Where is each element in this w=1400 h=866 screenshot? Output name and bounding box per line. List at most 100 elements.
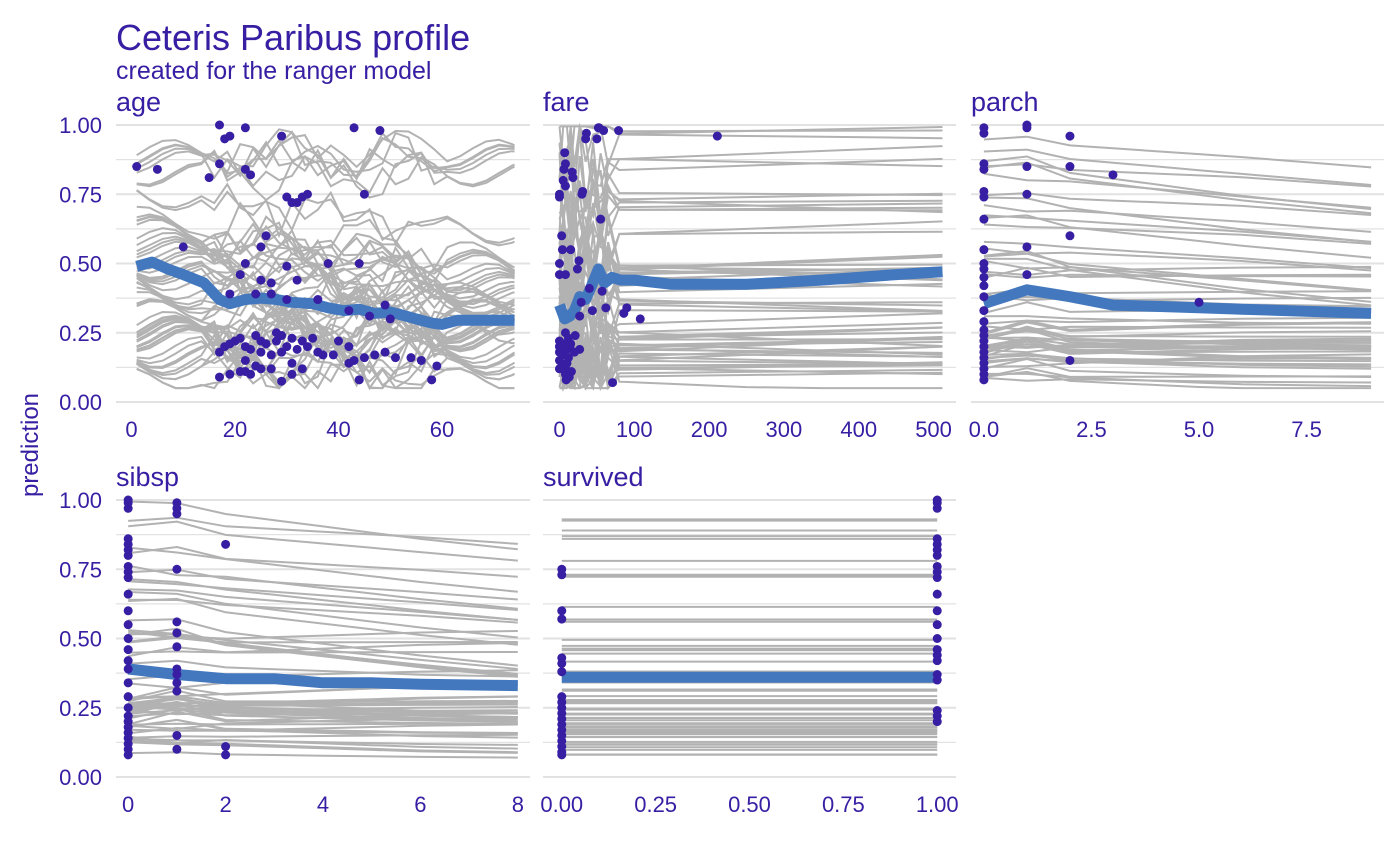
observation-point bbox=[1022, 162, 1032, 172]
profile-line bbox=[128, 699, 518, 705]
observation-point bbox=[979, 306, 989, 316]
profile-line bbox=[558, 153, 943, 234]
observation-point bbox=[557, 658, 567, 668]
observation-point bbox=[576, 297, 586, 307]
observation-point bbox=[256, 242, 266, 252]
profile-line bbox=[128, 591, 518, 639]
profile-line bbox=[128, 516, 518, 545]
profile-line bbox=[558, 229, 943, 321]
profile-line bbox=[128, 520, 518, 562]
observation-point bbox=[282, 342, 292, 352]
mean-profile-line bbox=[135, 256, 515, 330]
profile-line bbox=[983, 148, 1372, 186]
observation-point bbox=[302, 189, 312, 199]
profile-line bbox=[136, 276, 515, 330]
profile-line bbox=[983, 204, 1372, 233]
observation-point bbox=[554, 355, 564, 365]
observation-point bbox=[123, 620, 133, 630]
observation-point bbox=[560, 159, 570, 169]
profile-line bbox=[558, 302, 943, 392]
profile-line bbox=[136, 227, 516, 289]
observation-point bbox=[282, 261, 292, 271]
profile-line bbox=[983, 352, 1372, 368]
profile-line bbox=[136, 149, 515, 194]
profile-line bbox=[128, 708, 518, 721]
observation-point bbox=[979, 245, 989, 255]
observation-point bbox=[123, 656, 133, 666]
observation-point bbox=[323, 259, 333, 268]
observation-point bbox=[1022, 189, 1032, 199]
profile-line bbox=[128, 722, 518, 726]
observation-point bbox=[251, 289, 261, 299]
profile-line bbox=[128, 546, 518, 593]
observation-point bbox=[575, 311, 585, 321]
observation-point bbox=[235, 270, 245, 280]
observation-point bbox=[566, 367, 576, 377]
observation-point bbox=[172, 678, 182, 688]
observation-point bbox=[123, 550, 133, 560]
observation-point bbox=[932, 503, 942, 513]
y-tick-label: 0.25 bbox=[59, 321, 102, 346]
observation-point bbox=[359, 353, 369, 363]
profile-line bbox=[983, 257, 1372, 307]
observation-point bbox=[354, 259, 364, 268]
facet-survived: survived 0.00 0.25 0.50 0.75 1.00 bbox=[540, 462, 958, 817]
observation-point bbox=[560, 181, 570, 191]
observation-point bbox=[557, 606, 567, 616]
profile-line bbox=[983, 240, 1372, 270]
profile-line bbox=[128, 500, 518, 551]
observation-point bbox=[287, 333, 297, 343]
observation-point bbox=[385, 314, 395, 324]
observation-point bbox=[601, 303, 611, 313]
profile-line bbox=[128, 578, 518, 621]
profile-line bbox=[983, 341, 1372, 349]
profile-line bbox=[136, 255, 515, 310]
observation-point bbox=[225, 369, 235, 379]
mean-profile-line bbox=[554, 263, 943, 325]
observation-point bbox=[287, 358, 297, 368]
observation-point bbox=[246, 170, 256, 180]
profile-line bbox=[128, 545, 518, 578]
x-tick-label: 2 bbox=[219, 792, 231, 817]
observation-point bbox=[172, 744, 182, 754]
observation-point bbox=[932, 656, 942, 666]
profile-line bbox=[136, 355, 515, 390]
observation-point bbox=[572, 264, 582, 274]
profile-line bbox=[983, 315, 1372, 325]
observation-point bbox=[599, 126, 609, 136]
observation-point bbox=[344, 358, 354, 368]
facet-label-age: age bbox=[116, 87, 161, 117]
observation-point bbox=[1022, 270, 1032, 280]
observation-point bbox=[557, 667, 567, 677]
profile-line bbox=[136, 286, 516, 342]
profile-line bbox=[558, 211, 943, 284]
observation-point bbox=[566, 339, 576, 349]
x-tick-label: 5.0 bbox=[1184, 417, 1215, 442]
observation-point bbox=[282, 295, 292, 305]
observation-point bbox=[123, 664, 133, 674]
profile-line bbox=[128, 650, 518, 654]
y-tick-label: 0.75 bbox=[59, 557, 102, 582]
profile-line bbox=[983, 172, 1372, 209]
profile-line bbox=[128, 630, 518, 643]
x-tick-label: 20 bbox=[223, 417, 247, 442]
profile-line bbox=[983, 376, 1372, 384]
observation-point bbox=[302, 342, 312, 352]
observation-point bbox=[172, 564, 182, 574]
profile-line bbox=[983, 321, 1372, 336]
observation-point bbox=[574, 256, 584, 266]
observation-point bbox=[584, 283, 594, 293]
observation-point bbox=[313, 295, 323, 305]
profile-line bbox=[983, 192, 1372, 216]
facet-parch: parch 0.0 2.5 5.0 7.5 bbox=[969, 87, 1384, 442]
observation-point bbox=[261, 231, 271, 241]
x-tick-label: 0 bbox=[125, 417, 137, 442]
observation-point bbox=[380, 347, 390, 357]
observation-point bbox=[557, 570, 567, 580]
observation-point bbox=[932, 675, 942, 685]
profile-line bbox=[983, 214, 1372, 243]
y-tick-label: 0.00 bbox=[59, 765, 102, 790]
profile-line bbox=[128, 751, 518, 759]
x-tick-label: 400 bbox=[840, 417, 877, 442]
profile-line bbox=[128, 703, 518, 708]
